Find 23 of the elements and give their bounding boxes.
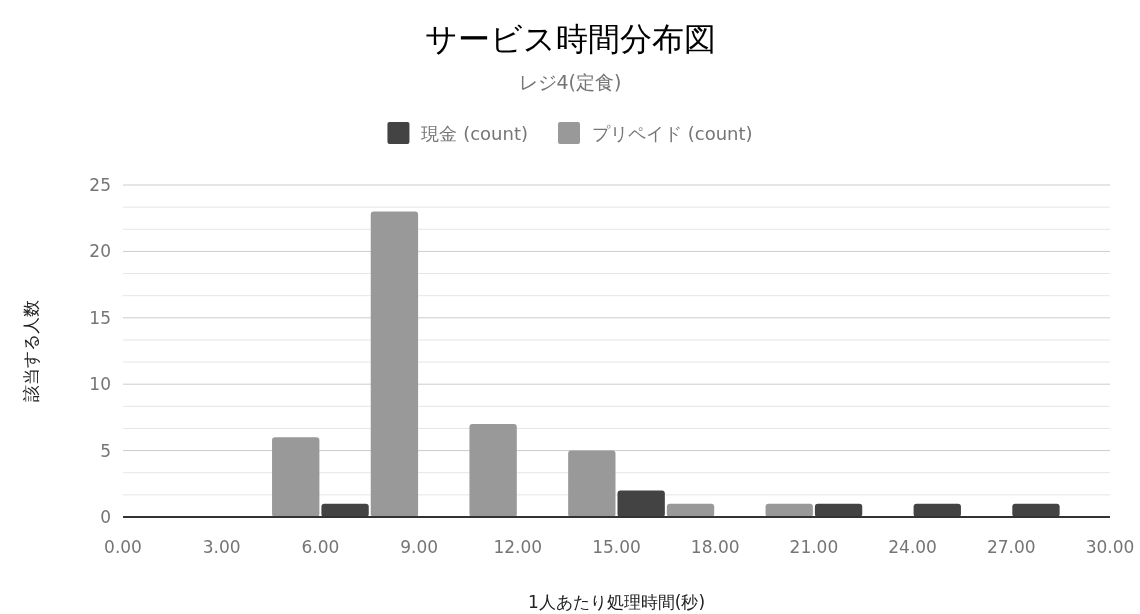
y-tick-label: 0 — [100, 507, 111, 527]
y-tick-label: 10 — [89, 374, 111, 395]
x-tick-label: 21.00 — [789, 537, 839, 557]
x-tick-label: 15.00 — [592, 537, 641, 557]
y-tick-label: 20 — [89, 241, 111, 262]
legend-label: 現金 (count) — [421, 123, 528, 144]
x-tick-label: 18.00 — [690, 537, 740, 557]
x-axis-title: 1人あたり処理時間(秒) — [527, 592, 706, 612]
x-tick-label: 12.00 — [493, 537, 543, 557]
chart-subtitle: レジ4(定食) — [518, 71, 622, 93]
legend-label: プリペイド (count) — [592, 123, 753, 144]
x-tick-label: 0.00 — [104, 537, 142, 557]
y-tick-label: 5 — [100, 440, 111, 461]
x-tick-label: 30.00 — [1085, 537, 1135, 557]
x-tick-label: 27.00 — [986, 537, 1036, 557]
y-axis-title: 該当する人数 — [21, 300, 41, 402]
x-tick-label: 3.00 — [202, 537, 241, 557]
y-tick-label: 25 — [89, 175, 111, 195]
x-tick-label: 9.00 — [400, 537, 439, 557]
chart-title: サービス時間分布図 — [424, 20, 716, 58]
y-tick-label: 15 — [89, 307, 111, 328]
x-tick-label: 6.00 — [301, 537, 340, 557]
x-tick-label: 24.00 — [888, 537, 937, 557]
